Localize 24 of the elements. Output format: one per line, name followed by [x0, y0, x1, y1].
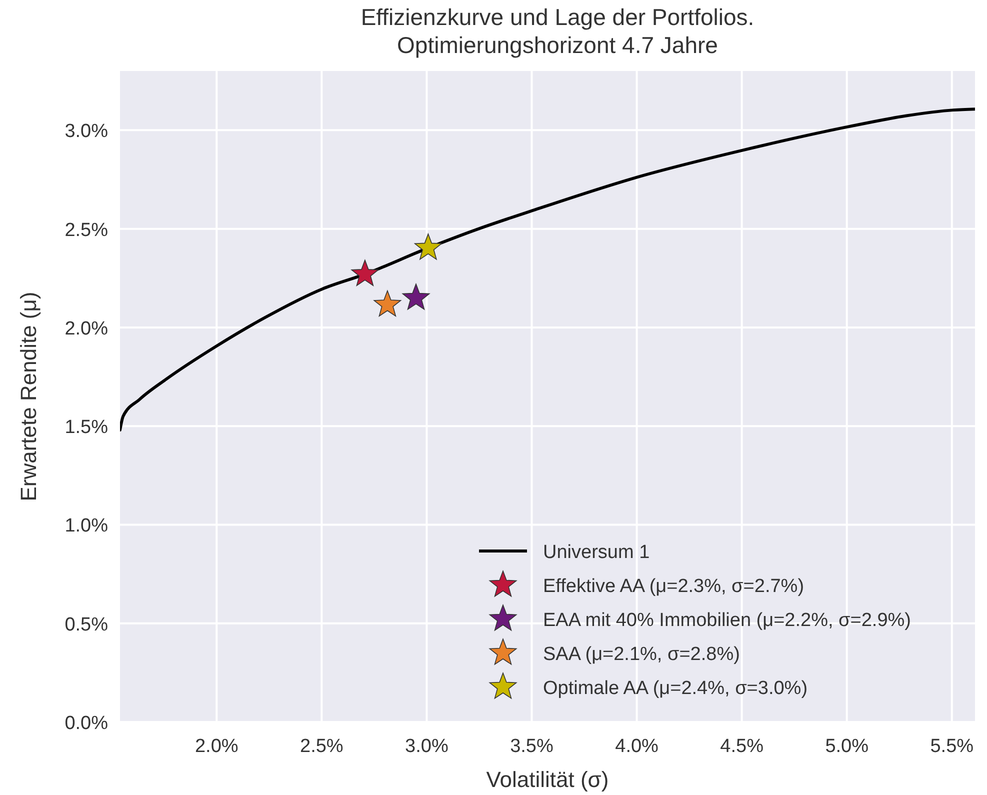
y-tick-label: 1.5% [64, 417, 108, 438]
x-tick-label: 4.0% [615, 736, 659, 757]
legend-label: Optimale AA (μ=2.4%, σ=3.0%) [543, 678, 808, 699]
y-tick-label: 2.0% [64, 318, 108, 340]
y-tick-label: 0.0% [64, 713, 108, 734]
y-tick-label: 2.5% [64, 220, 108, 241]
legend-label: SAA (μ=2.1%, σ=2.8%) [543, 644, 740, 665]
x-tick-label: 3.5% [510, 736, 554, 757]
legend-label: Universum 1 [543, 542, 650, 563]
legend-label: EAA mit 40% Immobilien (μ=2.2%, σ=2.9%) [543, 610, 911, 631]
line-series [120, 108, 975, 432]
x-tick-label: 5.0% [825, 736, 869, 757]
y-tick-label: 3.0% [64, 121, 108, 142]
y-tick-label: 0.5% [64, 614, 108, 636]
y-tick-label: 1.0% [64, 516, 108, 537]
chart-title: Effizienzkurve und Lage der Portfolios. Optimierungshorizont 4.7 Jahre [360, 4, 754, 58]
x-axis-title: Volatilität (σ) [486, 767, 609, 792]
x-tick-label: 5.5% [930, 736, 974, 757]
legend-label: Effektive AA (μ=2.3%, σ=2.7%) [543, 576, 804, 597]
x-tick-label: 4.5% [720, 736, 764, 757]
x-tick-label: 3.0% [405, 736, 448, 757]
x-tick-label: 2.0% [194, 736, 238, 757]
y-axis-title: Erwartete Rendite (μ) [16, 292, 41, 502]
x-tick-label: 2.5% [300, 736, 344, 757]
